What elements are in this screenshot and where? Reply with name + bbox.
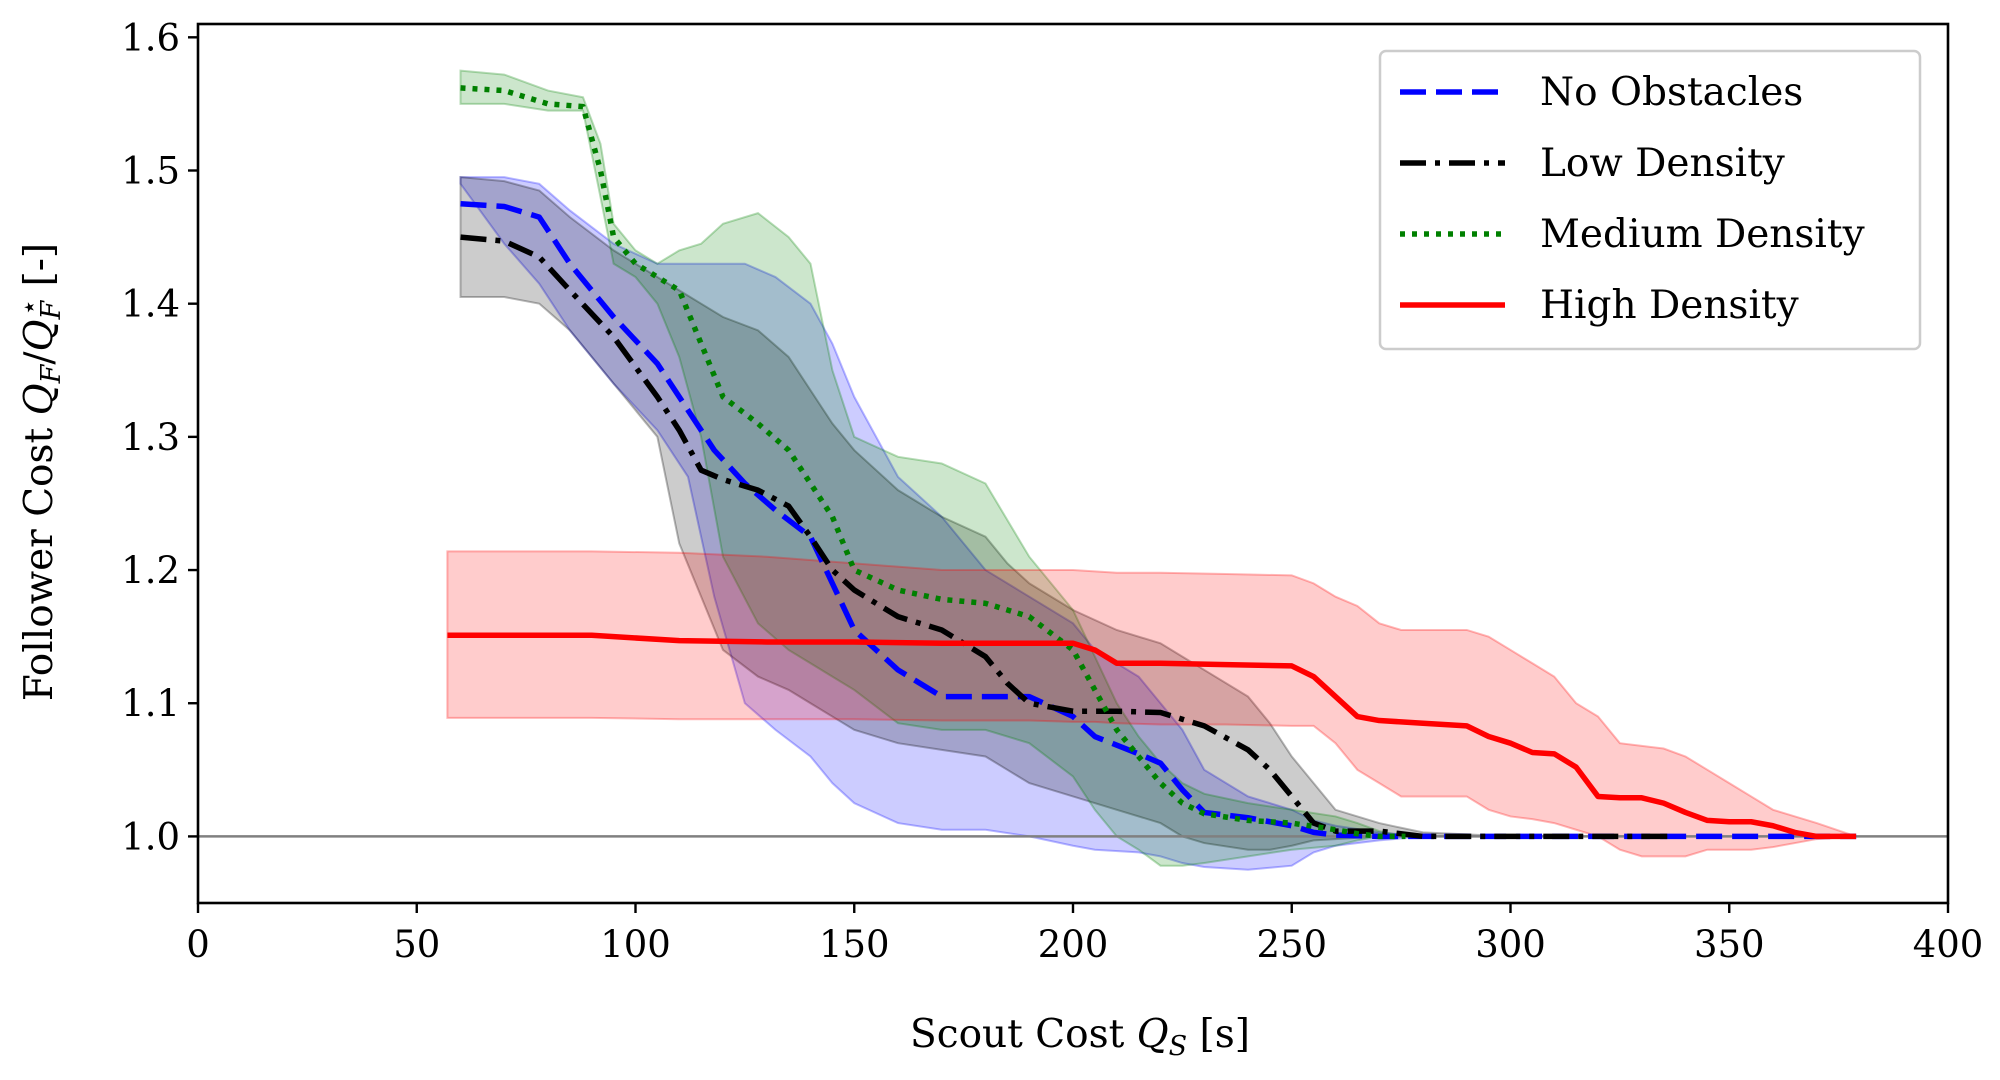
x-tick-label: 150: [819, 923, 890, 966]
y-tick-label: 1.0: [121, 815, 180, 858]
line-low-density: [460, 234, 1668, 840]
y-tick-label: 1.3: [121, 416, 180, 459]
x-tick-label: 400: [1913, 923, 1984, 966]
line-no-obstacles: [460, 201, 1857, 840]
y-tick-label: 1.5: [121, 150, 180, 193]
confidence-bands: [446, 69, 1857, 871]
y-tick-label: 1.1: [121, 682, 180, 725]
x-tick-label: 300: [1475, 923, 1546, 966]
legend-label-medium-density: Medium Density: [1540, 212, 1865, 257]
series-lines: [447, 85, 1857, 840]
x-tick-label: 250: [1256, 923, 1327, 966]
legend-label-low-density: Low Density: [1540, 141, 1785, 186]
x-tick-label: 100: [600, 923, 671, 966]
y-tick-label: 1.2: [121, 549, 180, 592]
line-high-density: [447, 632, 1857, 840]
y-tick-label: 1.6: [121, 16, 180, 59]
y-axis-label: Follower Cost QF/QF⋆ [-]: [14, 243, 67, 701]
x-axis-label: Scout Cost QS [s]: [910, 1012, 1250, 1062]
legend: No Obstacles Low Density Medium Density Hig…: [1378, 49, 1922, 351]
x-tick-label: 200: [1038, 923, 1109, 966]
x-axis-ticks: 0 50 100 150 200 250 300 350 400: [186, 903, 1983, 966]
legend-box: [1378, 49, 1922, 351]
y-axis-ticks: 1.0 1.1 1.2 1.3 1.4 1.5 1.6: [121, 16, 198, 858]
x-tick-label: 0: [186, 923, 210, 966]
legend-label-no-obstacles: No Obstacles: [1540, 70, 1803, 115]
legend-label-high-density: High Density: [1540, 283, 1799, 328]
x-tick-label: 350: [1694, 923, 1765, 966]
y-tick-label: 1.4: [121, 283, 180, 326]
x-tick-label: 50: [393, 923, 440, 966]
